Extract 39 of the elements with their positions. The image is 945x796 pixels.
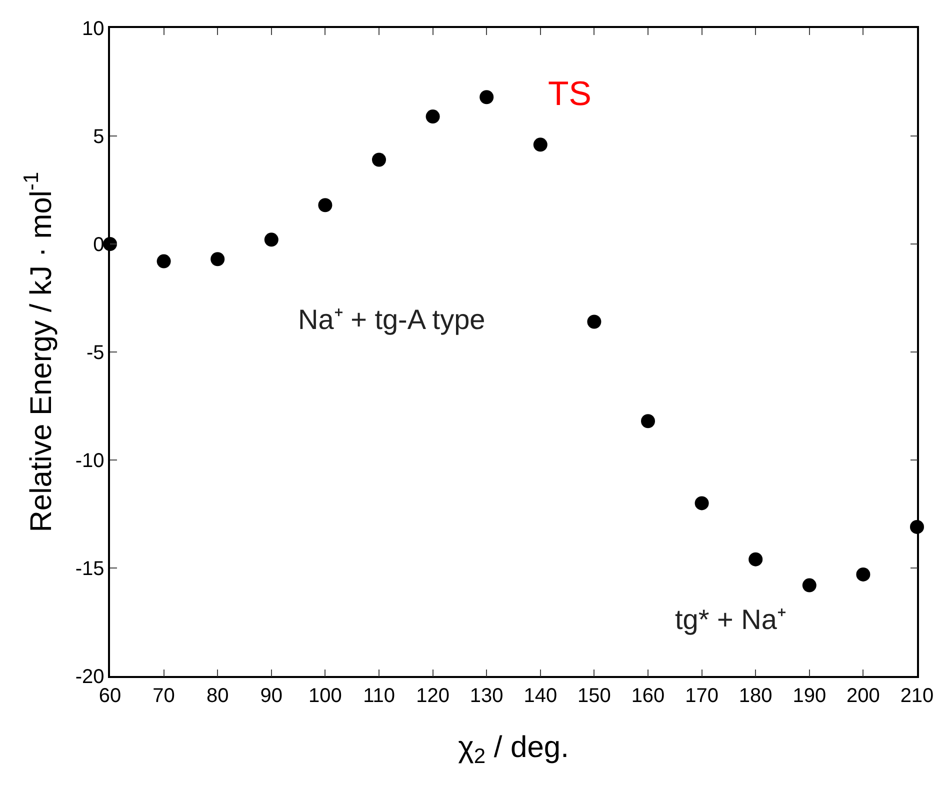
point <box>318 198 332 212</box>
x-tick-label: 90 <box>260 684 283 707</box>
point <box>748 552 763 566</box>
annotation: TS <box>548 75 592 113</box>
x-tick-label: 210 <box>900 684 934 707</box>
x-tick-label: 180 <box>738 684 772 707</box>
y-tick-label: 5 <box>93 126 104 148</box>
x-tick-label: 120 <box>416 684 450 707</box>
x-tick-label: 130 <box>470 684 504 707</box>
point <box>856 567 870 582</box>
point <box>641 414 655 428</box>
point <box>372 152 386 167</box>
x-tick-label: 70 <box>152 684 175 707</box>
x-tick-label: 160 <box>631 684 665 707</box>
point <box>802 578 816 592</box>
x-tick-label: 140 <box>524 684 558 707</box>
x-tick-label: 200 <box>846 684 880 707</box>
point <box>694 496 709 510</box>
y-tick-label: -15 <box>75 558 104 580</box>
x-tick-label: 80 <box>206 684 229 707</box>
point <box>587 314 602 329</box>
x-tick-label: 110 <box>363 684 395 707</box>
point <box>480 90 494 104</box>
x-tick-label: 150 <box>578 684 611 707</box>
y-tick-label: -5 <box>86 342 104 364</box>
y-tick-label: 0 <box>93 234 104 256</box>
point <box>533 138 548 152</box>
annotation: tg* + Na⁺ <box>675 604 786 635</box>
x-tick-label: 100 <box>308 684 342 707</box>
x-tick-label: 190 <box>792 684 826 707</box>
x-tick-label: 170 <box>685 684 718 707</box>
y-tick-label: -10 <box>75 450 104 472</box>
point <box>264 232 278 247</box>
point <box>210 252 225 266</box>
x-axis-title: χ$_{2}$ / deg. <box>458 730 569 768</box>
y-tick-label: 10 <box>82 18 104 40</box>
annotation: Na⁺ + tg-A type <box>298 304 486 335</box>
point <box>426 110 440 124</box>
point <box>156 254 171 268</box>
